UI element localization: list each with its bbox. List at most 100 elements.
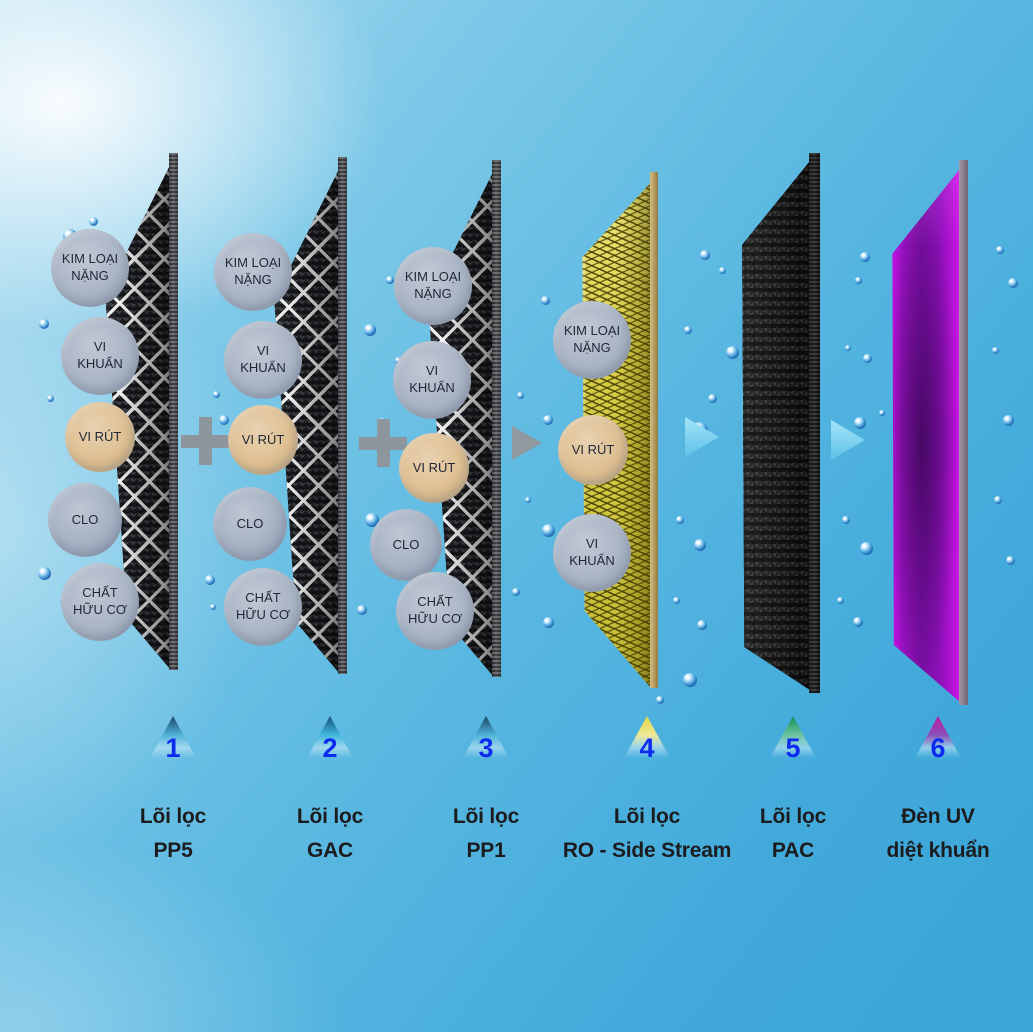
carbon-mesh-edge (169, 153, 178, 670)
water-drop-icon (996, 246, 1004, 254)
water-drop-icon (516, 391, 524, 399)
contaminant-bubble: VI RÚT (65, 402, 135, 472)
contaminant-bubble: KIM LOẠI NẶNG (214, 233, 292, 311)
contaminant-bubble: KIM LOẠI NẶNG (51, 229, 129, 307)
water-drop-icon (525, 497, 531, 503)
contaminant-bubble: CHẤT HỮU CƠ (61, 563, 139, 641)
uv-lamp-face (892, 167, 961, 703)
contaminant-bubble: VI RÚT (558, 415, 628, 485)
water-drop-icon (842, 516, 850, 524)
contaminant-bubble: CLO (48, 483, 122, 557)
water-drop-icon (853, 617, 863, 627)
water-drop-icon (212, 390, 220, 398)
water-drop-icon (1005, 555, 1015, 565)
water-drop-icon (860, 252, 870, 262)
contaminant-bubble: KIM LOẠI NẶNG (394, 247, 472, 325)
contaminant-bubble: CLO (370, 509, 442, 581)
water-drop-icon (676, 516, 684, 524)
arrow-right-icon (512, 426, 542, 460)
water-drop-icon (862, 353, 872, 363)
water-drop-icon (697, 620, 707, 630)
water-drop-icon (991, 346, 999, 354)
filter-panel-pac (740, 153, 820, 693)
water-drop-icon (845, 345, 851, 351)
step-number: 5 (785, 733, 801, 763)
filter-label-line2: diệt khuẩn (886, 839, 990, 862)
filter-label: Lõi lọc GAC (215, 800, 445, 868)
water-drop-icon (656, 696, 664, 704)
water-drop-icon (879, 410, 885, 416)
contaminant-bubble: VI RÚT (399, 433, 469, 503)
contaminant-bubble: VI KHUẨN (553, 514, 631, 592)
water-drop-icon (512, 588, 520, 596)
carbon-mesh-edge (338, 157, 347, 674)
water-drop-icon (854, 417, 866, 429)
carbon-mesh-edge (492, 160, 501, 677)
water-drop-icon (672, 596, 680, 604)
water-drop-icon (683, 673, 697, 687)
water-drop-icon (700, 250, 710, 260)
filter-label-line1: Lõi lọc (759, 805, 827, 828)
filter-label-line1: Lõi lọc (452, 805, 520, 828)
step-number: 3 (478, 733, 494, 763)
water-drop-icon (694, 539, 706, 551)
water-drop-icon (364, 324, 376, 336)
step-number: 6 (930, 733, 946, 763)
water-drop-icon (46, 394, 54, 402)
water-drop-icon (718, 266, 726, 274)
water-drop-icon (1002, 414, 1014, 426)
contaminant-bubble: VI KHUẨN (224, 321, 302, 399)
filter-panel-di-t-khu-n (888, 160, 968, 705)
water-drop-icon (541, 523, 555, 537)
water-drop-icon (540, 295, 550, 305)
step-number: 2 (322, 733, 338, 763)
step-number: 4 (639, 733, 655, 763)
water-drop-icon (219, 415, 229, 425)
pac-carbon-face (742, 157, 813, 692)
ro-membrane-edge (650, 172, 658, 688)
contaminant-bubble: VI KHUẨN (61, 317, 139, 395)
contaminant-bubble: CLO (213, 487, 287, 561)
contaminant-bubble: VI RÚT (228, 405, 298, 475)
water-drop-icon (39, 319, 49, 329)
filter-label-line2: PP1 (466, 839, 506, 862)
water-drop-icon (357, 605, 367, 615)
filter-label-line2: GAC (306, 839, 354, 862)
water-drop-icon (859, 541, 873, 555)
filter-label: Lõi lọc PP5 (58, 800, 288, 868)
water-drop-icon (994, 496, 1002, 504)
plus-icon (181, 417, 229, 465)
contaminant-bubble: CHẤT HỮU CƠ (396, 572, 474, 650)
contaminant-bubble: CHẤT HỮU CƠ (224, 568, 302, 646)
water-drop-icon (542, 616, 554, 628)
filter-label: Đèn UV diệt khuẩn (823, 800, 1033, 868)
filter-label: Lõi lọc PP1 (371, 800, 601, 868)
filter-label-line2: PP5 (153, 839, 193, 862)
uv-lamp-edge (959, 160, 968, 705)
contaminant-bubble: KIM LOẠI NẶNG (553, 301, 631, 379)
water-drop-icon (725, 345, 739, 359)
filter-label-line2: RO - Side Stream (562, 839, 732, 862)
water-drop-icon (543, 415, 553, 425)
plus-icon (359, 419, 407, 467)
water-drop-icon (707, 393, 717, 403)
water-drop-icon (37, 566, 51, 580)
water-drop-icon (210, 604, 216, 610)
filter-label-line1: Lõi lọc (296, 805, 364, 828)
water-drop-icon (88, 216, 98, 226)
contaminant-bubble: VI KHUẨN (393, 341, 471, 419)
filter-label: Lõi lọc RO - Side Stream (532, 800, 762, 868)
water-drop-icon (1008, 278, 1018, 288)
water-drop-icon (854, 276, 862, 284)
step-number: 1 (165, 733, 181, 763)
filter-label-line1: Lõi lọc (139, 805, 207, 828)
water-drop-icon (836, 596, 844, 604)
pac-carbon-edge (809, 153, 820, 693)
filter-label-line2: PAC (771, 839, 815, 862)
filter-label-line1: Đèn UV (901, 805, 975, 828)
filter-label: Lõi lọc PAC (678, 800, 908, 868)
water-drop-icon (684, 326, 692, 334)
filter-label-line1: Lõi lọc (613, 805, 681, 828)
water-drop-icon (386, 276, 394, 284)
